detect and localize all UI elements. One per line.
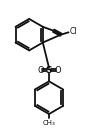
Text: O: O [37, 66, 44, 75]
Text: Cl: Cl [70, 27, 77, 36]
Text: CH₃: CH₃ [43, 120, 55, 126]
Text: O: O [54, 66, 61, 75]
Text: S: S [46, 66, 52, 75]
